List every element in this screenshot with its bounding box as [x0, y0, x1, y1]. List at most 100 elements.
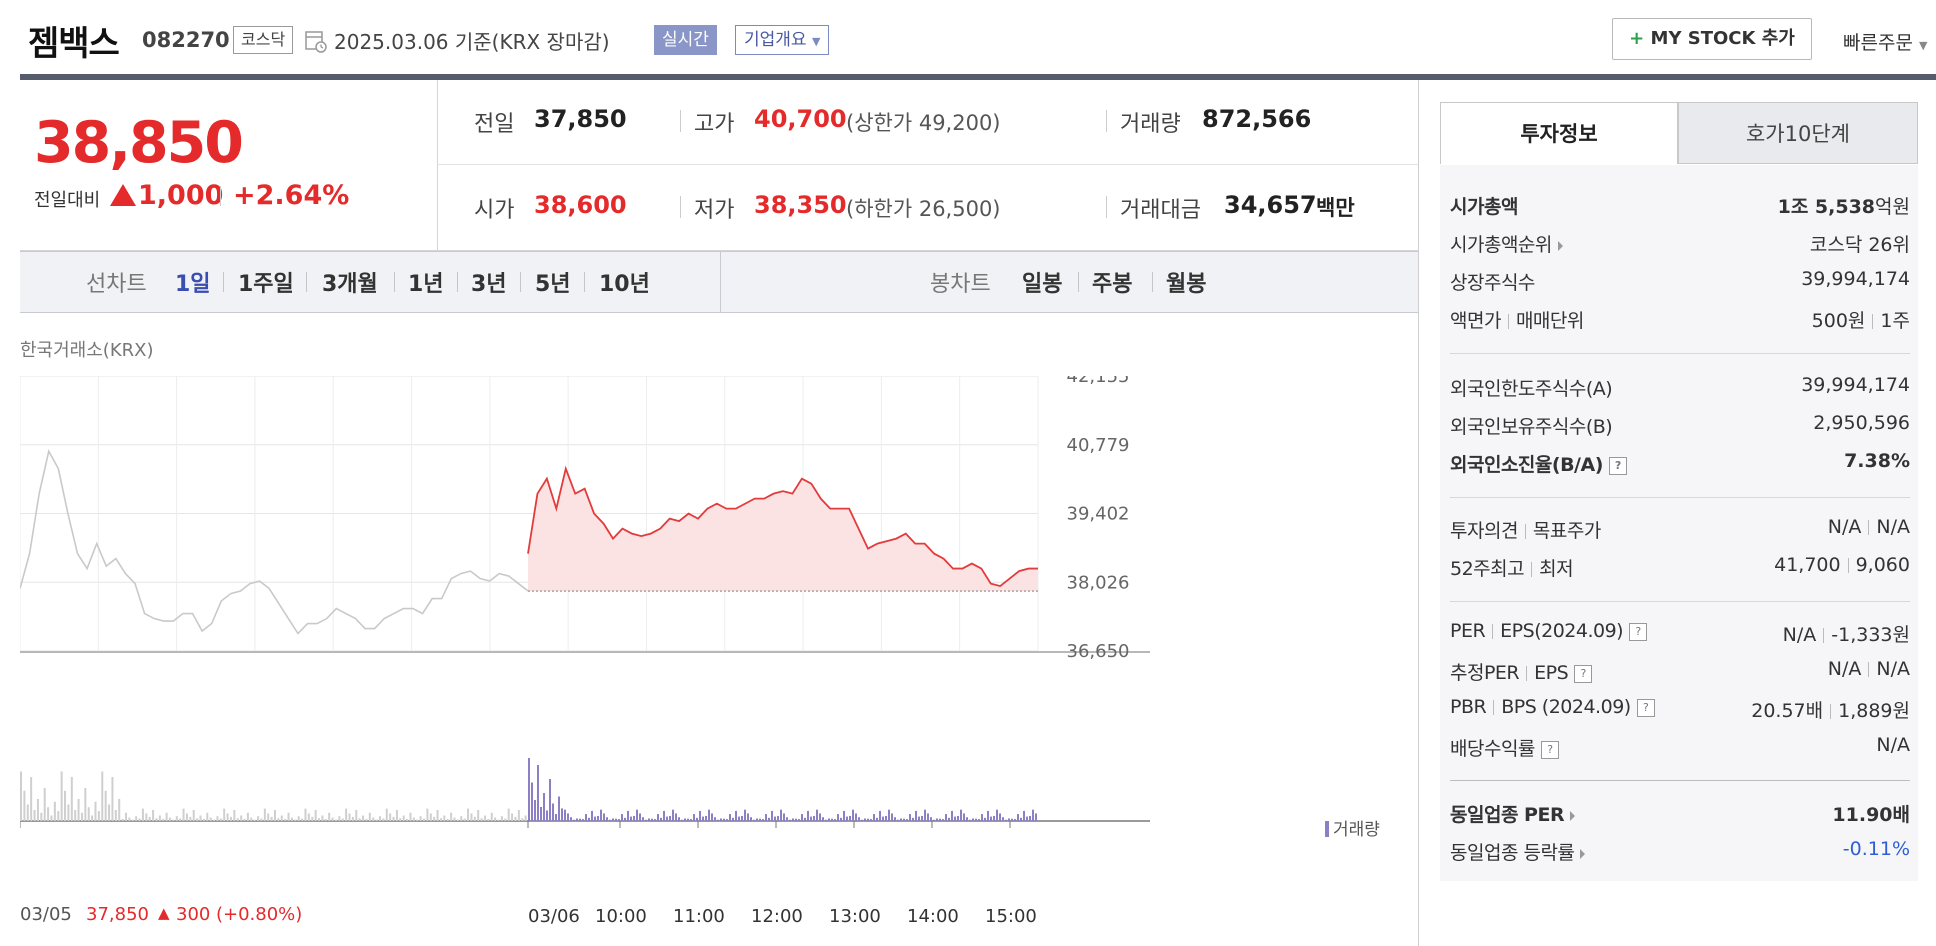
- trade-unit: 1주: [1880, 310, 1910, 332]
- intraday-chart[interactable]: 42,155 40,779 39,402 38,026 36,650 03/06 10:0…: [20, 376, 1418, 946]
- eps-label: EPS(2024.09): [1500, 620, 1624, 642]
- today-volume-bar: [879, 810, 881, 821]
- today-volume-bar: [1008, 818, 1010, 821]
- add-my-stock-label: MY STOCK 추가: [1650, 28, 1795, 49]
- prev-volume-bar: [378, 816, 381, 821]
- prev-volume-bar: [152, 810, 155, 821]
- today-volume-bar: [1005, 819, 1007, 821]
- prev-volume-bar: [250, 817, 253, 821]
- prev-volume-bar: [446, 818, 449, 821]
- today-volume-bar: [684, 818, 686, 821]
- help-icon[interactable]: ?: [1629, 622, 1648, 641]
- today-volume-bar: [864, 818, 866, 821]
- today-volume-bar: [786, 817, 788, 821]
- prev-volume-bar: [409, 812, 412, 821]
- today-volume-bar: [714, 817, 716, 821]
- prev-volume-bar: [301, 818, 304, 821]
- prev-day-change: 300: [176, 904, 211, 925]
- prev-volume-bar: [91, 815, 94, 821]
- prev-volume-bar: [175, 816, 178, 821]
- prev-volume-bar: [128, 817, 131, 821]
- market-cap-value: 1조 5,538억원: [1778, 192, 1910, 219]
- industry-change-row[interactable]: 동일업종 등락률 -0.11%: [1450, 838, 1910, 872]
- prev-volume-bar: [162, 818, 165, 821]
- volume-value: 872,566: [1202, 105, 1312, 133]
- company-info-dropdown[interactable]: 기업개요 ▼: [735, 25, 830, 55]
- prev-volume-bar: [94, 801, 97, 821]
- industry-per-label[interactable]: 동일업종 PER: [1450, 804, 1565, 826]
- prev-volume-bar: [84, 788, 87, 821]
- prev-volume-bar: [101, 771, 104, 821]
- today-volume-bar: [690, 819, 692, 821]
- tab-1-year[interactable]: 1년: [408, 272, 444, 297]
- help-icon[interactable]: ?: [1574, 664, 1593, 683]
- market-cap-rank-label[interactable]: 시가총액순위: [1450, 230, 1563, 257]
- help-icon[interactable]: ?: [1608, 456, 1627, 475]
- divider: [1106, 196, 1107, 218]
- tab-daily-candle[interactable]: 일봉: [1022, 272, 1063, 297]
- prev-day-date: 03/05: [20, 904, 72, 925]
- today-volume-bar: [633, 815, 635, 821]
- prev-volume-bar: [355, 810, 358, 821]
- tab-3-months[interactable]: 3개월: [322, 272, 378, 297]
- industry-per-row[interactable]: 동일업종 PER 11.90배: [1450, 800, 1910, 834]
- tab-order-book[interactable]: 호가10단계: [1678, 102, 1918, 164]
- tab-monthly-candle[interactable]: 월봉: [1166, 272, 1207, 297]
- today-volume-bar: [960, 809, 962, 821]
- est-eps-value: N/A: [1876, 658, 1910, 680]
- x-tick-label: 10:00: [595, 906, 647, 927]
- today-volume-bar: [750, 817, 752, 821]
- today-volume-bar: [963, 813, 965, 821]
- help-icon[interactable]: ?: [1636, 698, 1655, 717]
- today-volume-bar: [756, 818, 758, 821]
- opinion-row: 투자의견 목표주가 N/A N/A: [1450, 516, 1910, 550]
- today-volume-bar: [849, 815, 851, 821]
- add-my-stock-button[interactable]: + MY STOCK 추가: [1612, 18, 1812, 60]
- today-volume-bar: [594, 816, 596, 821]
- today-volume-bar: [645, 819, 647, 821]
- today-volume-bar: [696, 817, 698, 821]
- prev-volume-bar: [341, 818, 344, 821]
- industry-change-label[interactable]: 동일업종 등락률: [1450, 842, 1575, 864]
- tab-3-years[interactable]: 3년: [471, 272, 507, 297]
- y-tick-label: 39,402: [1067, 504, 1130, 525]
- est-per-label: 추정PER: [1450, 662, 1520, 684]
- today-volume-bar: [939, 818, 941, 821]
- today-volume-bar: [909, 814, 911, 821]
- tab-5-years[interactable]: 5년: [535, 272, 571, 297]
- today-volume-bar: [591, 810, 593, 821]
- prev-volume-bar: [216, 816, 219, 821]
- prev-volume-bar: [77, 799, 80, 821]
- today-volume-bar: [969, 819, 971, 821]
- today-volume-bar: [741, 815, 743, 821]
- today-volume-bar: [822, 817, 824, 821]
- prev-volume-bar: [263, 808, 266, 821]
- prev-volume-bar: [453, 817, 456, 821]
- tab-1-week[interactable]: 1주일: [238, 272, 294, 297]
- divider: [1106, 110, 1107, 132]
- prev-volume-bar: [169, 817, 172, 821]
- today-volume-bar: [897, 819, 899, 821]
- today-volume-bar: [843, 810, 845, 821]
- today-volume-bar: [639, 813, 641, 821]
- prev-volume-bar: [456, 819, 459, 821]
- quick-order-button[interactable]: 빠른주문 ▼: [1843, 28, 1927, 55]
- tab-weekly-candle[interactable]: 주봉: [1092, 272, 1133, 297]
- tab-1-day[interactable]: 1일: [175, 272, 211, 297]
- today-volume-bar: [747, 813, 749, 821]
- today-volume-bar: [825, 819, 827, 821]
- prev-volume-bar: [284, 818, 287, 821]
- prev-volume-bar: [399, 818, 402, 821]
- tab-10-years[interactable]: 10년: [599, 272, 650, 297]
- market-cap-rank-row[interactable]: 시가총액순위 코스닥 26위: [1450, 230, 1910, 264]
- realtime-button[interactable]: 실시간: [654, 25, 717, 55]
- tab-invest-info[interactable]: 투자정보: [1440, 102, 1678, 164]
- today-volume-bar: [549, 779, 551, 821]
- week52-high-label: 52주최고: [1450, 558, 1525, 580]
- prev-volume-bar: [135, 816, 138, 821]
- x-tick-label: 15:00: [985, 906, 1037, 927]
- help-icon[interactable]: ?: [1540, 740, 1559, 759]
- today-volume-bar: [681, 819, 683, 821]
- x-tick-label: 14:00: [907, 906, 959, 927]
- summary-bottom-border: [20, 250, 1418, 251]
